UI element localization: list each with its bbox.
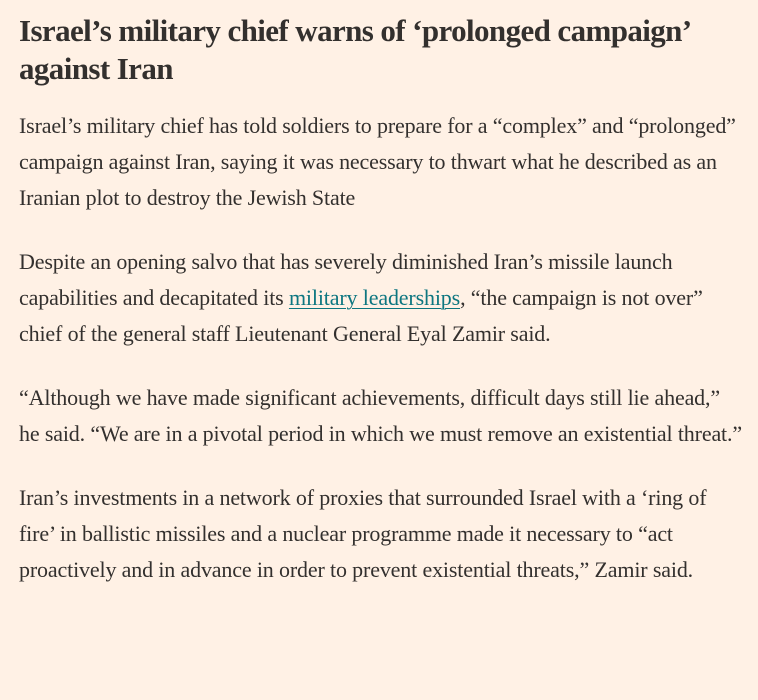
paragraph-3: “Although we have made significant achie… bbox=[19, 385, 742, 446]
paragraph-2-text-before: Despite an opening salvo that has severe… bbox=[19, 249, 673, 310]
paragraph-1: Israel’s military chief has told soldier… bbox=[19, 113, 736, 210]
military-leaderships-link[interactable]: military leaderships bbox=[288, 285, 461, 310]
article: Israel’s military chief warns of ‘prolon… bbox=[19, 12, 744, 588]
paragraph-2-text-after: , “the campaign is not over” chief of th… bbox=[19, 285, 703, 346]
headline: Israel’s military chief warns of ‘prolon… bbox=[19, 13, 690, 86]
paragraph-4: Iran’s investments in a network of proxi… bbox=[19, 485, 707, 582]
paragraph-2: Despite an opening salvo that has severe… bbox=[19, 244, 744, 352]
